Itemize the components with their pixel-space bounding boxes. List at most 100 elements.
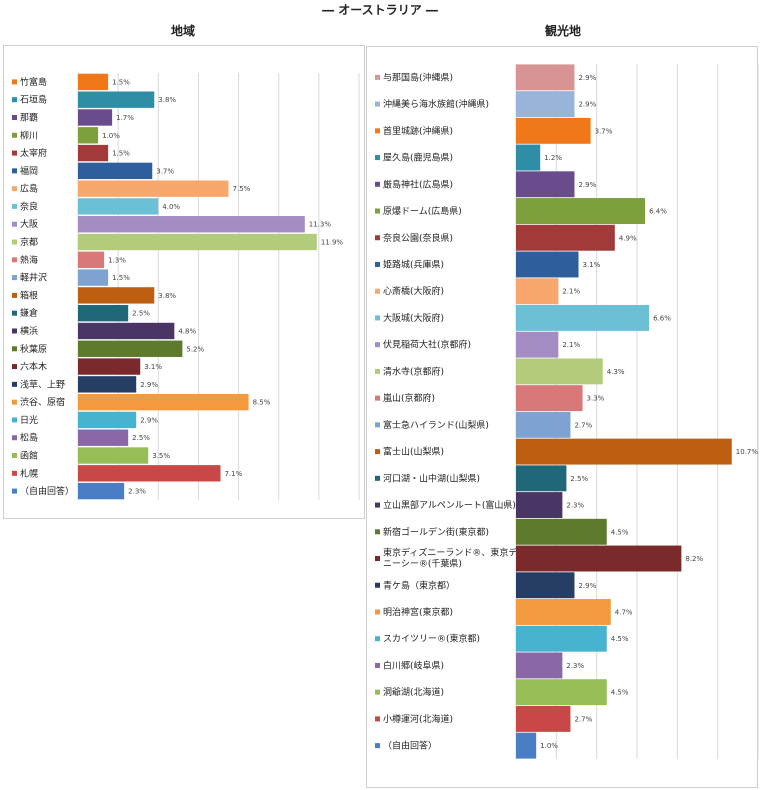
- bar: [516, 385, 583, 412]
- category-label: 白川郷(岐阜県): [383, 659, 444, 671]
- legend-marker: [375, 582, 380, 588]
- category-label: 与那国島(沖縄県): [383, 71, 453, 83]
- value-label: 2.1%: [562, 288, 580, 296]
- value-label: 1.0%: [540, 742, 558, 750]
- bar: [516, 144, 541, 171]
- category-label: 柳川: [20, 129, 38, 141]
- legend-marker: [375, 101, 380, 107]
- bar: [78, 393, 249, 411]
- legend-marker: [375, 395, 380, 401]
- legend-marker: [12, 328, 17, 334]
- value-label: 2.3%: [128, 488, 146, 496]
- category-label: 秋葉原: [20, 343, 47, 355]
- legend-marker: [12, 275, 17, 281]
- bar: [78, 91, 155, 108]
- value-label: 2.3%: [566, 662, 584, 670]
- category-label: 首里城跡(沖縄県): [383, 125, 453, 137]
- bar: [516, 518, 607, 545]
- category-label: 富士山(山梨県): [383, 446, 444, 458]
- value-label: 4.0%: [162, 203, 180, 211]
- value-label: 1.5%: [112, 78, 130, 86]
- category-label: 浅草、上野: [20, 378, 65, 390]
- legend-marker: [375, 155, 380, 161]
- category-label: 石垣島: [20, 94, 47, 106]
- spot-bar-chart: 与那国島(沖縄県) 2.9% 沖縄美ら海水族館(沖縄県) 2.9% 首里城跡(沖縄県) 3…: [375, 64, 759, 759]
- category-label: 心斎橋(大阪府): [383, 285, 444, 297]
- legend-marker: [375, 609, 380, 615]
- bar: [516, 278, 559, 305]
- value-label: 1.5%: [112, 150, 130, 158]
- bar: [78, 376, 137, 393]
- category-label: 日光: [20, 414, 38, 426]
- value-label: 3.8%: [158, 96, 176, 104]
- bar: [516, 358, 603, 385]
- value-label: 4.5%: [611, 689, 629, 697]
- bar: [516, 117, 591, 144]
- legend-marker: [375, 342, 380, 348]
- value-label: 2.3%: [566, 502, 584, 510]
- category-label: 小樽運河(北海道): [383, 713, 453, 725]
- legend-marker: [12, 186, 17, 192]
- value-label: 6.6%: [653, 314, 671, 322]
- category-label: 広島: [20, 183, 38, 195]
- category-label: 箱根: [20, 289, 38, 301]
- category-label: 熱海: [20, 254, 38, 266]
- legend-marker: [375, 315, 380, 321]
- value-label: 1.5%: [112, 274, 130, 282]
- bar: [78, 322, 175, 340]
- legend-marker: [375, 208, 380, 214]
- bar: [78, 233, 317, 251]
- legend-marker: [375, 689, 380, 695]
- value-label: 11.3%: [309, 221, 332, 229]
- category-label: 厳島神社(広島県): [383, 178, 453, 190]
- category-label: 大阪: [20, 218, 38, 230]
- bar: [516, 545, 682, 572]
- bar: [516, 198, 646, 224]
- value-label: 3.3%: [587, 395, 605, 403]
- category-label: 福岡: [20, 165, 38, 177]
- bar: [78, 198, 159, 215]
- legend-marker: [12, 79, 17, 85]
- value-label: 2.9%: [578, 181, 596, 189]
- category-label: 大阪城(大阪府): [383, 312, 444, 324]
- value-label: 2.7%: [574, 715, 592, 723]
- legend-marker: [12, 150, 17, 156]
- value-label: 2.9%: [578, 582, 596, 590]
- legend-marker: [12, 239, 17, 245]
- legend-marker: [375, 529, 380, 535]
- value-label: 6.4%: [649, 208, 667, 216]
- value-label: 1.2%: [544, 154, 562, 162]
- category-label: （自由回答）: [20, 485, 74, 497]
- legend-marker: [12, 381, 17, 387]
- bar: [516, 438, 732, 465]
- legend-marker: [375, 636, 380, 642]
- legend-marker: [375, 475, 380, 481]
- bar: [516, 599, 611, 625]
- bar: [78, 411, 137, 429]
- legend-marker: [12, 399, 17, 405]
- legend-marker: [12, 132, 17, 138]
- value-label: 7.1%: [225, 470, 243, 478]
- value-label: 3.7%: [595, 127, 613, 135]
- category-label: （自由回答）: [383, 740, 437, 752]
- bar: [78, 269, 109, 286]
- bar: [516, 705, 571, 732]
- bar: [516, 492, 563, 519]
- value-label: 4.5%: [611, 635, 629, 643]
- legend-marker: [12, 453, 17, 459]
- left-chart-title: 地域: [170, 24, 195, 38]
- legend-marker: [375, 556, 380, 562]
- legend-marker: [375, 288, 380, 294]
- legend-marker: [12, 488, 17, 494]
- category-label: 鎌倉: [20, 307, 38, 319]
- bar: [516, 572, 575, 599]
- category-label: 河口湖・山中湖(山梨県): [383, 472, 480, 484]
- legend-marker: [12, 346, 17, 352]
- page-title: ― オーストラリア ―: [322, 3, 438, 17]
- category-label: 洞爺湖(北海道): [383, 686, 444, 698]
- value-label: 2.1%: [562, 341, 580, 349]
- value-label: 2.9%: [140, 381, 158, 389]
- category-label: 青ケ島（東京都）: [383, 579, 455, 591]
- category-label: 函館: [20, 450, 38, 462]
- bar: [516, 331, 559, 358]
